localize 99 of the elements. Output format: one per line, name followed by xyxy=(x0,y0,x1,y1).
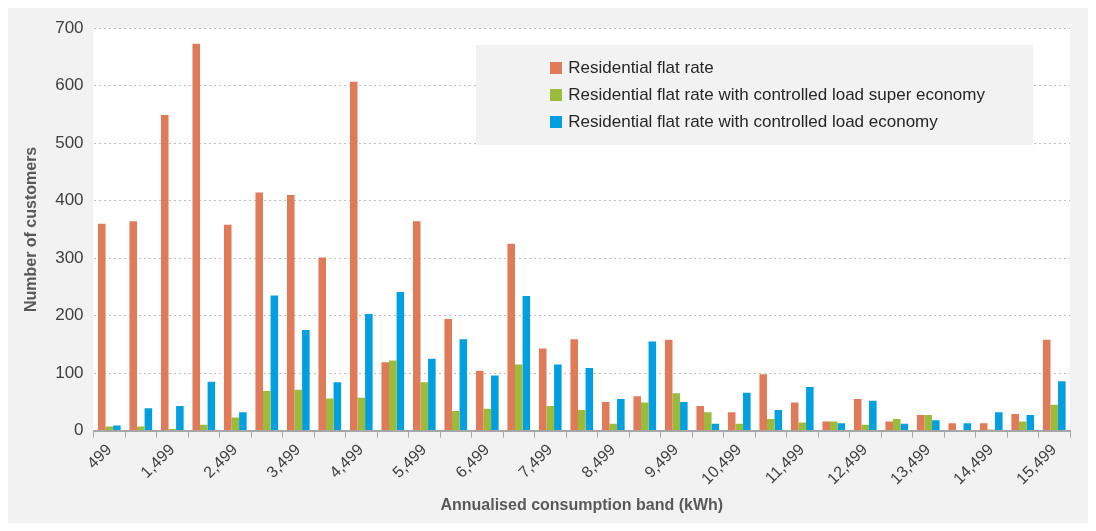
bar xyxy=(223,224,232,431)
bar xyxy=(113,425,121,431)
bar xyxy=(546,405,555,431)
bar xyxy=(129,221,138,431)
y-tick-label: 600 xyxy=(55,75,84,95)
y-axis-title: Number of customers xyxy=(22,146,40,313)
bar xyxy=(459,339,468,431)
bar xyxy=(270,295,279,431)
bar xyxy=(263,390,271,431)
bar xyxy=(1018,421,1027,431)
bar xyxy=(570,339,578,431)
y-tick-label: 0 xyxy=(74,420,84,440)
bar xyxy=(97,223,106,431)
bar xyxy=(672,393,681,431)
bar xyxy=(963,423,972,431)
bar xyxy=(727,412,736,431)
bar xyxy=(924,415,933,431)
bar xyxy=(892,419,901,431)
bar xyxy=(365,313,373,431)
bar xyxy=(696,405,704,431)
bar xyxy=(680,401,688,431)
bar xyxy=(176,405,184,431)
bar xyxy=(703,412,712,431)
bar xyxy=(916,415,925,431)
bar xyxy=(853,399,862,431)
y-tick-label: 200 xyxy=(55,305,84,325)
bar xyxy=(491,375,499,431)
bar xyxy=(806,386,814,431)
y-tick-label: 700 xyxy=(55,17,84,37)
bar xyxy=(774,409,783,431)
bar xyxy=(507,243,516,431)
bar xyxy=(452,411,460,431)
bar xyxy=(286,194,295,431)
y-tick-label: 300 xyxy=(55,247,84,267)
bar xyxy=(428,358,436,431)
bar xyxy=(633,396,641,431)
bar xyxy=(837,423,846,431)
bar xyxy=(326,398,334,431)
bar xyxy=(302,330,310,431)
bar xyxy=(357,397,366,431)
bar xyxy=(255,192,264,431)
bar xyxy=(522,296,531,431)
y-tick-label: 500 xyxy=(55,132,84,152)
bar xyxy=(444,319,453,431)
bar xyxy=(829,421,838,431)
bar xyxy=(1058,381,1066,431)
bar xyxy=(578,409,586,431)
bar xyxy=(601,401,610,431)
bar xyxy=(420,382,429,431)
bar xyxy=(200,424,208,431)
bar xyxy=(790,402,799,431)
bar xyxy=(318,257,327,431)
bar xyxy=(861,424,870,431)
bar xyxy=(617,399,625,431)
bar xyxy=(1050,404,1059,431)
legend-label: Residential flat rate with controlled load super economy xyxy=(568,84,985,107)
bar xyxy=(743,392,751,431)
bar xyxy=(389,360,397,431)
bar xyxy=(192,43,201,431)
legend-label: Residential flat rate xyxy=(568,57,714,80)
bar xyxy=(538,348,547,431)
bar xyxy=(869,400,877,431)
bar xyxy=(932,420,940,431)
bar xyxy=(1011,413,1019,431)
bar xyxy=(381,362,390,431)
x-axis-title: Annualised consumption band (kWh) xyxy=(440,495,724,513)
bar xyxy=(396,292,405,431)
bar xyxy=(664,339,673,431)
bar xyxy=(294,389,303,431)
bar xyxy=(515,364,523,431)
bar xyxy=(483,408,492,431)
bar xyxy=(475,370,484,431)
bar xyxy=(948,423,956,431)
bar xyxy=(885,421,893,431)
bar xyxy=(822,421,830,431)
bar xyxy=(239,412,247,431)
bar xyxy=(207,381,216,431)
bar xyxy=(798,422,807,431)
bar xyxy=(979,423,988,431)
bar xyxy=(1042,339,1051,431)
y-tick-label: 400 xyxy=(55,190,84,210)
bar xyxy=(412,221,421,431)
y-tick-label: 100 xyxy=(55,362,84,382)
bar xyxy=(648,341,657,431)
legend-label: Residential flat rate with controlled load economy xyxy=(568,111,938,134)
bar xyxy=(641,402,649,431)
bar xyxy=(160,115,169,431)
bar xyxy=(766,419,775,431)
bar xyxy=(144,408,153,431)
bar xyxy=(759,374,767,431)
bar xyxy=(585,367,594,431)
bar xyxy=(735,423,744,431)
bar xyxy=(995,412,1003,431)
bar xyxy=(1026,415,1035,431)
bar xyxy=(349,81,358,431)
bar xyxy=(554,364,562,431)
bar xyxy=(231,417,240,431)
bar xyxy=(333,382,342,431)
x-tick-label: 499 xyxy=(83,440,115,472)
